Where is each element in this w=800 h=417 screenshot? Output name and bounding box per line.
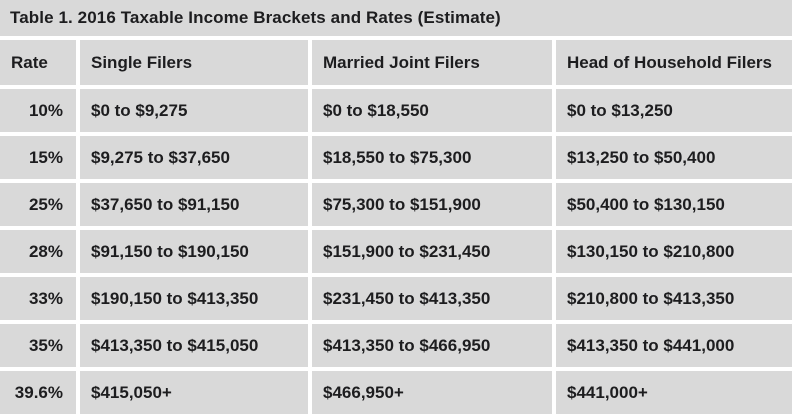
table-cell-single: $190,150 to $413,350: [80, 277, 308, 320]
table-cell-single: $415,050+: [80, 371, 308, 414]
table-cell-rate: 10%: [0, 89, 76, 132]
table-title: Table 1. 2016 Taxable Income Brackets an…: [0, 0, 792, 36]
table-cell-head_of_household: $210,800 to $413,350: [556, 277, 792, 320]
table-cell-married_joint: $151,900 to $231,450: [312, 230, 552, 273]
table-cell-rate: 25%: [0, 183, 76, 226]
table-cell-married_joint: $466,950+: [312, 371, 552, 414]
table-cell-rate: 15%: [0, 136, 76, 179]
table-cell-head_of_household: $0 to $13,250: [556, 89, 792, 132]
table-cell-single: $37,650 to $91,150: [80, 183, 308, 226]
table-cell-rate: 33%: [0, 277, 76, 320]
table-cell-rate: 28%: [0, 230, 76, 273]
column-header-married-joint-filers: Married Joint Filers: [312, 40, 552, 85]
table-cell-married_joint: $0 to $18,550: [312, 89, 552, 132]
column-header-rate: Rate: [0, 40, 76, 85]
tax-brackets-grid: Rate Single Filers Married Joint Filers …: [0, 40, 792, 414]
table-cell-head_of_household: $441,000+: [556, 371, 792, 414]
table-cell-married_joint: $75,300 to $151,900: [312, 183, 552, 226]
table-cell-single: $91,150 to $190,150: [80, 230, 308, 273]
column-header-head-of-household-filers: Head of Household Filers: [556, 40, 792, 85]
table-cell-single: $9,275 to $37,650: [80, 136, 308, 179]
table-cell-married_joint: $18,550 to $75,300: [312, 136, 552, 179]
table-cell-single: $413,350 to $415,050: [80, 324, 308, 367]
table-cell-married_joint: $231,450 to $413,350: [312, 277, 552, 320]
table-cell-head_of_household: $13,250 to $50,400: [556, 136, 792, 179]
table-cell-married_joint: $413,350 to $466,950: [312, 324, 552, 367]
column-header-single-filers: Single Filers: [80, 40, 308, 85]
table-cell-single: $0 to $9,275: [80, 89, 308, 132]
table-cell-head_of_household: $50,400 to $130,150: [556, 183, 792, 226]
table-cell-rate: 35%: [0, 324, 76, 367]
table-cell-rate: 39.6%: [0, 371, 76, 414]
table-cell-head_of_household: $130,150 to $210,800: [556, 230, 792, 273]
table-cell-head_of_household: $413,350 to $441,000: [556, 324, 792, 367]
